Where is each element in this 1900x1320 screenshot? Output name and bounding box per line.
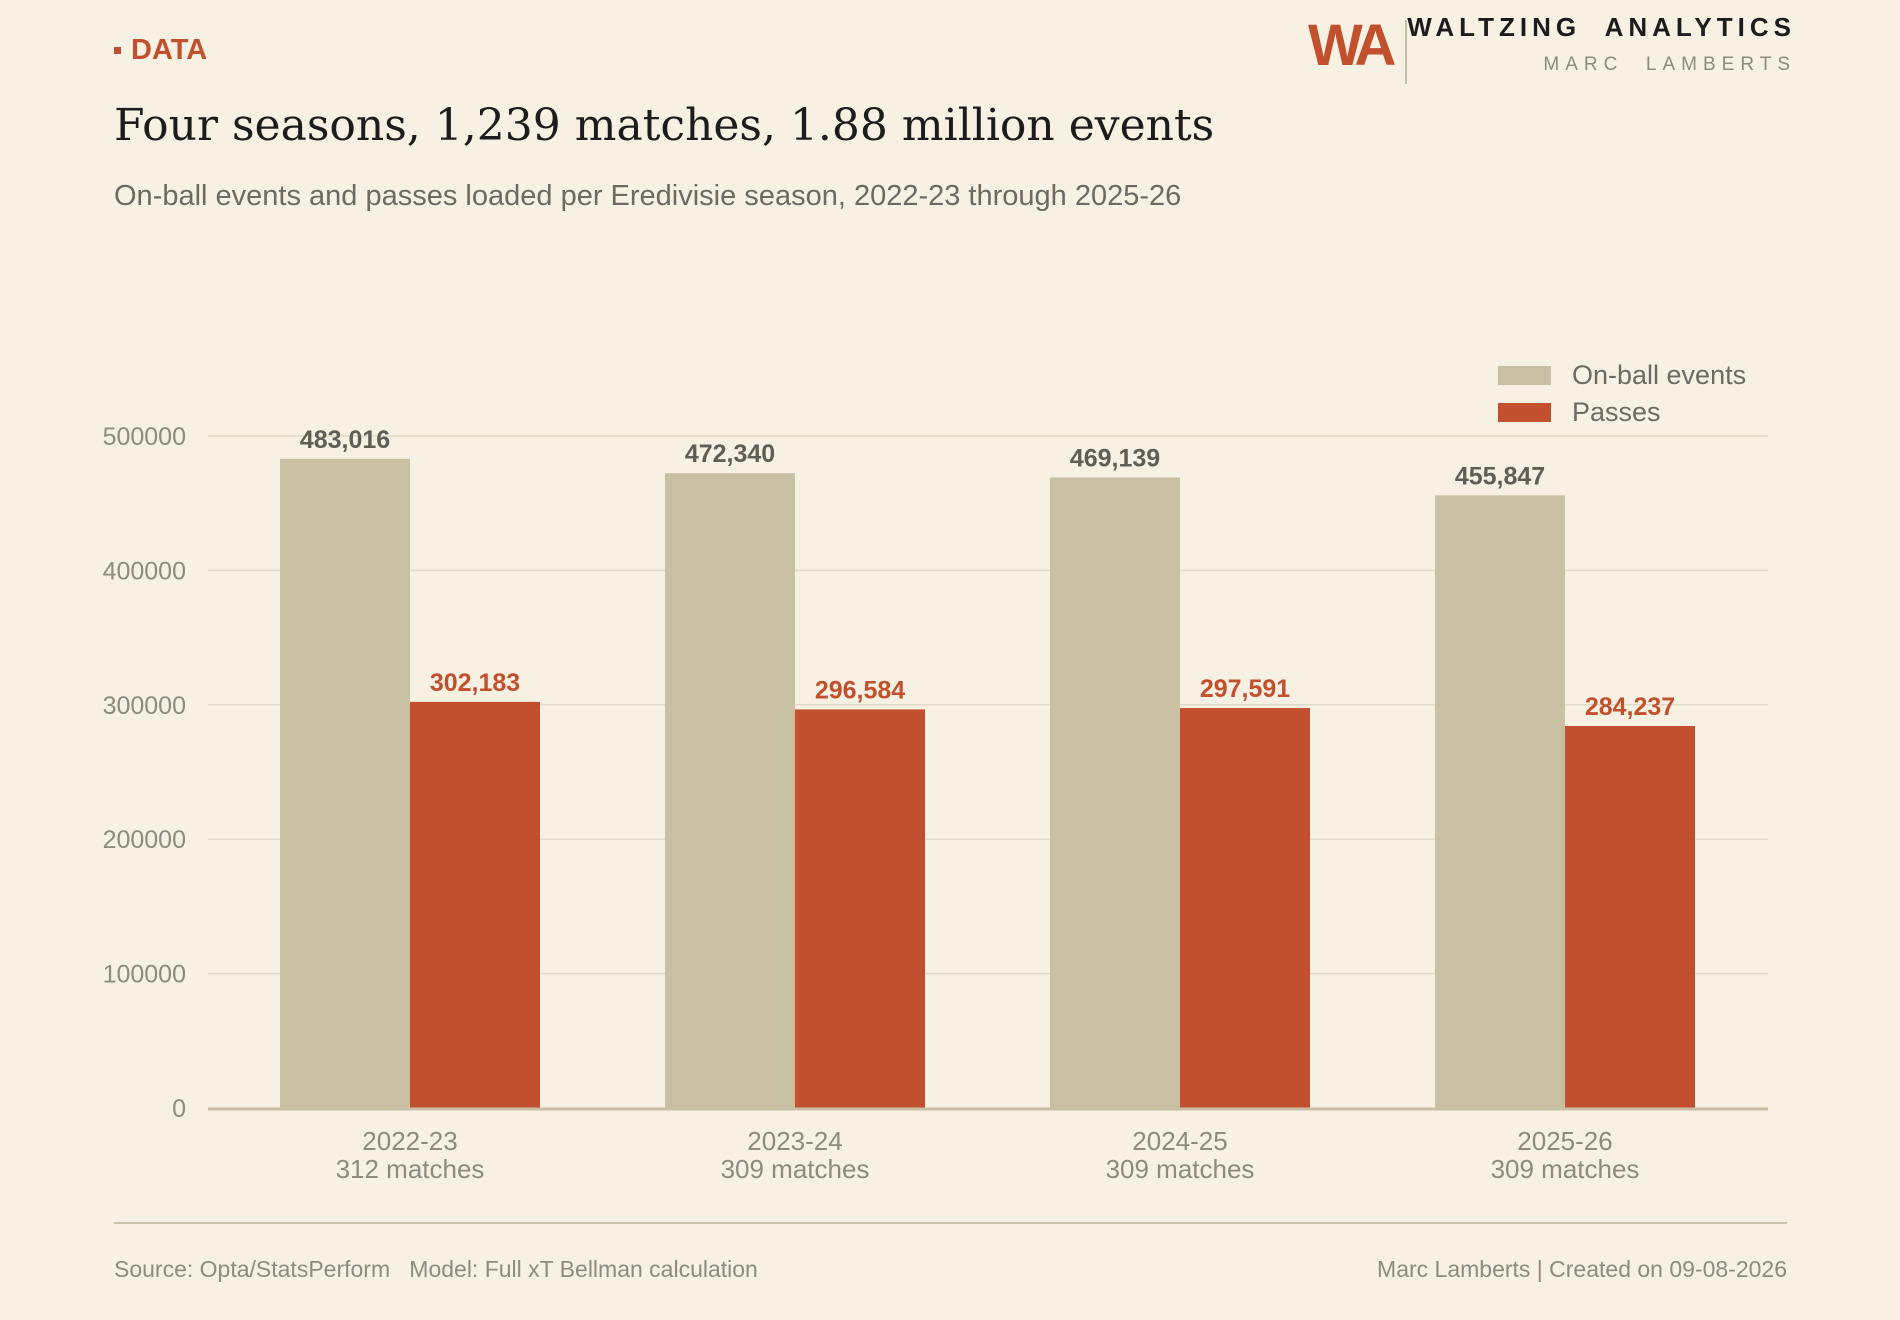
legend-swatch-on-ball-events [1498,366,1551,385]
bar-passes [1180,708,1310,1108]
y-tick-label: 100000 [103,961,186,989]
tag-square-icon [114,47,121,54]
data-label-on-ball-events: 469,139 [1070,444,1160,472]
y-tick-label: 200000 [103,826,186,854]
legend-label-on-ball-events: On-ball events [1572,360,1746,390]
legend-label-passes: Passes [1572,397,1661,427]
bar-passes [410,701,540,1108]
bar-passes [795,709,925,1108]
chart-subtitle: On-ball events and passes loaded per Ere… [114,180,1182,212]
data-label-passes: 297,591 [1200,675,1290,703]
logo-divider [1405,20,1407,84]
section-tag-label: DATA [131,34,208,66]
x-tick-label: 2025-26 [1517,1126,1612,1156]
footer-credit: Marc Lamberts | Created on 09-08-2026 [1377,1256,1787,1282]
bar-on-ball-events [1050,477,1180,1108]
section-tag: DATA [114,34,207,67]
legend-swatch-passes [1498,403,1551,422]
data-label-on-ball-events: 483,016 [300,426,390,454]
brand-logo: WA [1308,13,1396,78]
chart-title: Four seasons, 1,239 matches, 1.88 millio… [114,100,1215,151]
y-tick-label: 400000 [103,557,186,585]
bar-on-ball-events [665,473,795,1108]
data-label-on-ball-events: 472,340 [685,440,775,468]
x-tick-sublabel: 309 matches [1106,1154,1255,1184]
footer-divider [114,1222,1787,1224]
data-label-on-ball-events: 455,847 [1455,462,1545,490]
x-tick-label: 2023-24 [747,1126,842,1156]
data-label-passes: 302,183 [430,669,520,697]
y-tick-label: 500000 [103,423,186,451]
x-tick-label: 2022-23 [362,1126,457,1156]
brand-author: MARC LAMBERTS [1543,54,1796,75]
y-tick-label: 0 [172,1095,186,1123]
bar-on-ball-events [280,458,410,1108]
x-tick-sublabel: 309 matches [1491,1154,1640,1184]
x-tick-label: 2024-25 [1132,1126,1227,1156]
footer-source: Source: Opta/StatsPerform Model: Full xT… [114,1256,758,1282]
x-tick-sublabel: 309 matches [721,1154,870,1184]
bar-on-ball-events [1435,495,1565,1108]
x-tick-sublabel: 312 matches [336,1154,485,1184]
y-tick-label: 300000 [103,692,186,720]
brand-title: WALTZING ANALYTICS [1407,12,1796,42]
bar-passes [1565,725,1695,1108]
data-label-passes: 284,237 [1585,693,1675,721]
data-label-passes: 296,584 [815,676,905,704]
